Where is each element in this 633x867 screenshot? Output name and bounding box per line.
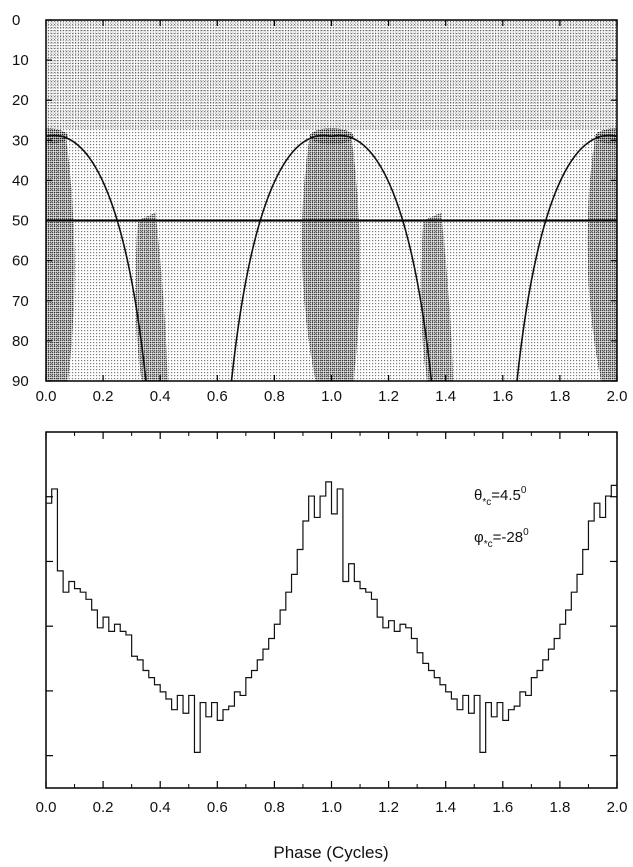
x-tick-label: 1.0 bbox=[321, 388, 342, 405]
x-tick-label: 1.2 bbox=[378, 388, 399, 405]
bottom-axes-ticks bbox=[45, 432, 618, 788]
dense-band bbox=[420, 212, 454, 381]
x-tick-label: 0.6 bbox=[207, 388, 228, 405]
series-line bbox=[46, 481, 617, 753]
arc-left bbox=[230, 134, 332, 381]
bottom-panel: 0.0 0.2 0.4 0.6 0.8 1.0 1.2 1.4 1.6 1.8 2.0 Phase … bbox=[36, 431, 628, 862]
theta-annotation: θ*c=4.50 bbox=[474, 485, 527, 508]
y-tick-label: 70 bbox=[12, 293, 29, 310]
dense-regions bbox=[46, 128, 617, 381]
y-tick-label: 10 bbox=[12, 52, 29, 69]
x-tick-label: 2.0 bbox=[607, 799, 628, 816]
x-tick-label: 0.8 bbox=[264, 799, 285, 816]
phi-annotation: φ*c=-280 bbox=[474, 527, 529, 550]
y-tick-label: 40 bbox=[12, 172, 29, 189]
x-tick-label: 1.6 bbox=[492, 388, 513, 405]
dense-band bbox=[301, 136, 361, 381]
x-tick-label: 1.2 bbox=[378, 799, 399, 816]
top-y-axis: 0 10 20 30 40 50 60 70 80 90 bbox=[12, 12, 617, 390]
x-tick-label: 0.6 bbox=[207, 799, 228, 816]
dense-band bbox=[587, 136, 617, 381]
y-tick-label: 90 bbox=[12, 373, 29, 390]
dense-band bbox=[46, 136, 75, 381]
bottom-x-axis: 0.0 0.2 0.4 0.6 0.8 1.0 1.2 1.4 1.6 1.8 2.0 bbox=[36, 799, 628, 816]
arc-right bbox=[616, 135, 617, 137]
x-tick-label: 0.2 bbox=[93, 388, 114, 405]
arc-right bbox=[331, 134, 433, 381]
x-tick-label: 1.4 bbox=[435, 799, 456, 816]
x-tick-label: 1.8 bbox=[549, 388, 570, 405]
x-tick-label: 0.0 bbox=[36, 388, 57, 405]
x-tick-label: 1.4 bbox=[435, 388, 456, 405]
y-tick-label: 80 bbox=[12, 333, 29, 350]
dense-band bbox=[135, 212, 168, 381]
x-tick-label: 1.6 bbox=[492, 799, 513, 816]
y-tick-label: 0 bbox=[12, 12, 20, 29]
x-tick-label: 0.2 bbox=[93, 799, 114, 816]
y-tick-label: 20 bbox=[12, 92, 29, 109]
x-tick-label: 0.8 bbox=[264, 388, 285, 405]
pole-arcs bbox=[46, 134, 617, 381]
x-tick-label: 2.0 bbox=[607, 388, 628, 405]
x-axis-label: Phase (Cycles) bbox=[273, 843, 388, 862]
dot-field-upper bbox=[46, 20, 617, 130]
x-tick-label: 0.4 bbox=[150, 388, 171, 405]
y-tick-label: 60 bbox=[12, 253, 29, 270]
x-tick-label: 1.8 bbox=[549, 799, 570, 816]
x-tick-label: 0.4 bbox=[150, 799, 171, 816]
x-tick-label: 0.0 bbox=[36, 799, 57, 816]
top-panel: 0 10 20 30 40 50 60 70 80 90 0.0 0.2 0.4 0.6 0.8 1.0 1.… bbox=[12, 12, 628, 405]
arc-left bbox=[516, 134, 617, 381]
arc-right bbox=[46, 134, 147, 381]
top-x-axis: 0.0 0.2 0.4 0.6 0.8 1.0 1.2 1.4 1.6 1.8 2.0 bbox=[36, 20, 628, 405]
y-tick-label: 30 bbox=[12, 132, 29, 149]
y-tick-label: 50 bbox=[12, 213, 29, 230]
x-tick-label: 1.0 bbox=[321, 799, 342, 816]
